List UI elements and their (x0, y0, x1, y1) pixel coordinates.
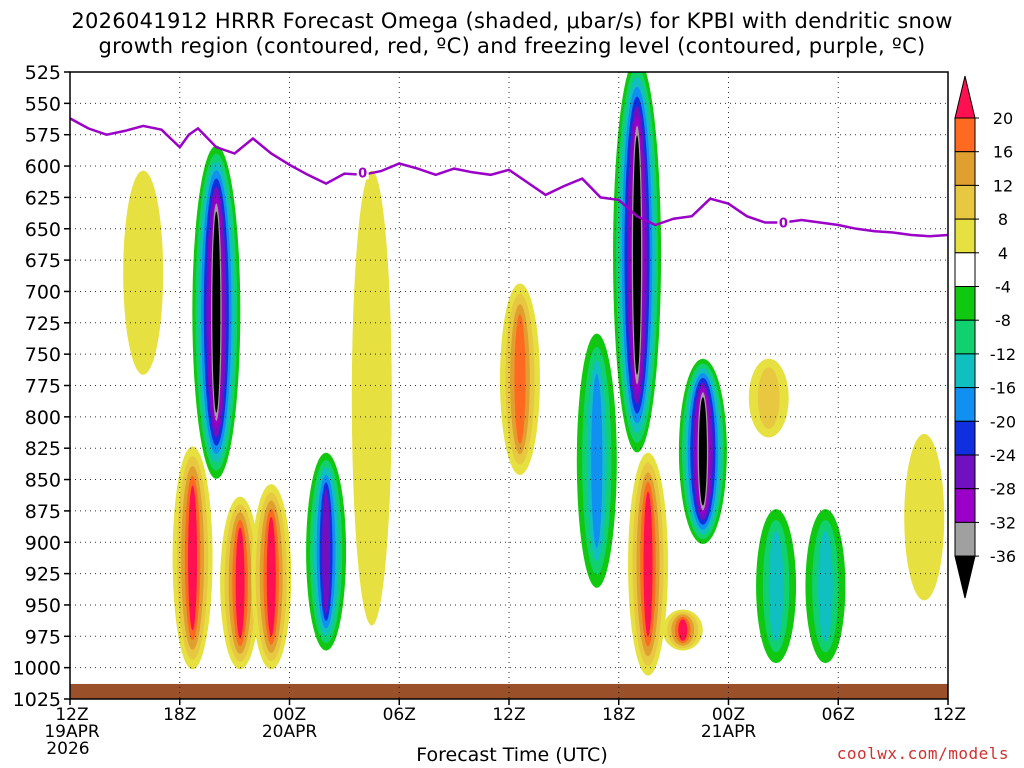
x-tick-label: 00Z (712, 705, 745, 725)
colorbar-label: -24 (990, 446, 1016, 465)
omega-cell-2-level-8 (698, 397, 707, 506)
omega-cell-0-level-8 (212, 211, 221, 413)
y-tick-label: 800 (25, 407, 61, 429)
omega-cell-5-level-4 (266, 517, 276, 637)
chart-title-line-2: growth region (contoured, red, ºC) and f… (98, 34, 926, 58)
x-tick-label: 06Z (383, 705, 416, 725)
y-tick-label: 675 (25, 250, 61, 272)
colorbar-segment (954, 521, 976, 557)
colorbar-label: -28 (990, 480, 1016, 499)
colorbar-segment (954, 151, 976, 186)
colorbar-segment (954, 218, 976, 254)
freezing-label-bg (356, 165, 369, 180)
colorbar-label: -36 (990, 547, 1016, 566)
y-tick-label: 975 (25, 626, 61, 648)
omega-cell-6-level-3 (514, 314, 526, 445)
y-tick-label: 775 (25, 376, 61, 398)
y-axis: 525 550 575 600 625 650 675 700 725 750 775 800 825 8… (13, 62, 70, 711)
y-tick-label: 625 (25, 187, 61, 209)
colorbar-label: 12 (993, 176, 1013, 195)
omega-shading (123, 72, 945, 676)
y-tick-label: 725 (25, 313, 61, 335)
chart-title-line-1: 2026041912 HRRR Forecast Omega (shaded, … (71, 9, 953, 33)
watermark: coolwx.com/models (836, 744, 1009, 763)
colorbar-segment (954, 286, 976, 321)
y-tick-label: 600 (25, 156, 61, 178)
colorbar-segment (954, 387, 976, 422)
omega-cell-16-level-0 (904, 433, 945, 601)
y-tick-label: 1025 (13, 689, 61, 711)
omega-cell-1-level-8 (633, 135, 642, 375)
y-tick-label: 550 (25, 93, 61, 115)
x-tick-date: 20APR (262, 722, 318, 742)
colorbar-bottom-arrow (954, 555, 976, 599)
freezing-level-contour: 00 (70, 117, 948, 238)
y-tick-label: 575 (25, 125, 61, 147)
omega-cell-7-level-4 (643, 491, 653, 637)
omega-cell-4-level-4 (235, 527, 245, 639)
omega-cell-14-level-0 (123, 170, 164, 375)
x-tick-label: 12Z (933, 705, 966, 725)
colorbar-segment (954, 184, 976, 220)
omega-cell-12-level-2 (818, 530, 833, 642)
freezing-level-label: 0 (779, 216, 788, 231)
x-tick-date: 19APR (44, 722, 100, 742)
x-tick-label: 06Z (822, 705, 855, 725)
y-tick-label: 650 (25, 219, 61, 241)
x-tick-label: 00Z (273, 705, 306, 725)
y-tick-label: 750 (25, 344, 61, 366)
omega-cell-11-level-2 (768, 530, 784, 642)
colorbar-label: 8 (998, 210, 1008, 229)
colorbar-label: -12 (990, 345, 1016, 364)
freezing-label-bg (777, 215, 790, 230)
omega-cell-10-level-3 (591, 373, 603, 548)
y-tick-label: 1000 (13, 658, 61, 680)
colorbar-segment (954, 117, 976, 153)
x-tick-year: 2026 (46, 739, 89, 759)
y-tick-label: 925 (25, 564, 61, 586)
freezing-level-line (70, 117, 948, 238)
colorbar-label: -16 (990, 379, 1016, 398)
y-tick-label: 525 (25, 62, 61, 84)
y-tick-label: 900 (25, 532, 61, 554)
freezing-level-label: 0 (358, 166, 367, 181)
omega-cell-3-level-4 (188, 485, 198, 631)
y-tick-label: 875 (25, 501, 61, 523)
colorbar-label: -32 (990, 513, 1016, 532)
colorbar-segment (954, 420, 976, 456)
colorbar-label: 16 (993, 143, 1013, 162)
x-tick-label: 12Z (492, 705, 525, 725)
colorbar-segment (954, 488, 976, 523)
y-tick-label: 700 (25, 281, 61, 303)
x-tick-label: 12Z (55, 705, 88, 725)
colorbar-segment (954, 252, 976, 288)
omega-cell-13-level-1 (757, 367, 780, 429)
y-tick-label: 825 (25, 438, 61, 460)
y-tick-label: 850 (25, 470, 61, 492)
colorbar-label: -4 (995, 278, 1011, 297)
colorbar-segment (954, 319, 976, 355)
colorbar-segment (954, 353, 976, 389)
colorbar-label: 20 (993, 109, 1013, 128)
colorbar-label: -8 (995, 311, 1011, 330)
y-tick-label: 950 (25, 595, 61, 617)
colorbar-label: 4 (998, 244, 1008, 263)
colorbar-segment (954, 454, 976, 490)
x-axis-title: Forecast Time (UTC) (416, 744, 608, 766)
omega-cell-9-level-5 (322, 489, 331, 614)
x-tick-label: 18Z (602, 705, 635, 725)
x-tick-date: 21APR (701, 722, 757, 742)
colorbar-top-arrow (954, 75, 976, 119)
x-tick-label: 18Z (163, 705, 196, 725)
omega-cell-8-level-4 (678, 619, 688, 641)
omega-cell-15-level-0 (351, 170, 392, 626)
colorbar: 20 16 12 8 4 -4 -8 -12 -16 -20 -24 -28 -32 -36 (954, 75, 1016, 599)
colorbar-label: -20 (990, 412, 1016, 431)
